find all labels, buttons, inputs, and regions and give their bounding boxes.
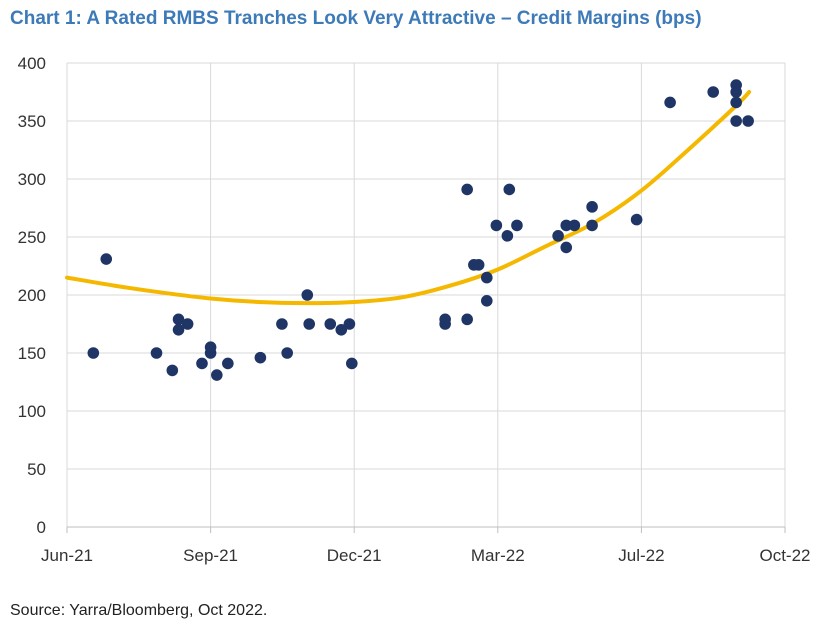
data-point: [480, 295, 493, 307]
data-point: [630, 213, 643, 226]
data-point: [461, 313, 473, 326]
data-point: [730, 115, 742, 127]
trendline-layer: [65, 90, 752, 306]
gridlines: [66, 62, 786, 527]
data-points: [87, 79, 754, 381]
x-tick-labels: Jun-21 Sep-21 Dec-21 Mar-22 Jul-22 Oct-22: [41, 546, 811, 565]
trendline: [65, 90, 752, 306]
data-point: [172, 313, 185, 326]
data-point: [222, 357, 234, 370]
y-tick-label: 250: [18, 228, 46, 247]
data-point: [303, 318, 316, 330]
data-point: [335, 324, 348, 336]
data-point: [276, 318, 288, 330]
y-tick-label: 350: [18, 112, 46, 131]
data-point: [211, 369, 223, 381]
data-point: [166, 364, 179, 377]
data-point: [324, 318, 337, 330]
x-tick-label: Dec-21: [327, 546, 382, 565]
x-tick-label: Mar-22: [471, 546, 525, 565]
data-point: [439, 313, 451, 326]
y-tick-label: 200: [18, 286, 46, 305]
x-tick-label: Oct-22: [759, 546, 810, 565]
data-point: [730, 86, 742, 98]
source-note: Source: Yarra/Bloomberg, Oct 2022.: [10, 602, 268, 619]
data-point: [560, 241, 573, 254]
data-point: [503, 183, 516, 196]
data-point: [181, 318, 194, 330]
data-point: [281, 347, 293, 359]
data-point: [742, 115, 754, 127]
x-tick-label: Jul-22: [618, 546, 664, 565]
data-point: [100, 253, 113, 265]
data-point: [472, 259, 485, 271]
data-point: [730, 96, 742, 109]
data-point: [301, 289, 314, 301]
data-point: [707, 86, 719, 98]
data-point: [480, 271, 493, 284]
y-tick-label: 100: [18, 402, 46, 421]
y-tick-label: 50: [27, 460, 46, 479]
data-point: [511, 219, 523, 232]
axes: [66, 526, 786, 533]
data-point: [172, 324, 185, 336]
data-point: [501, 230, 514, 242]
x-tick-label: Jun-21: [41, 546, 93, 565]
y-tick-label: 0: [37, 518, 46, 537]
data-point: [568, 219, 581, 232]
data-point: [346, 357, 358, 370]
y-tick-label: 300: [18, 170, 46, 189]
data-point: [343, 318, 356, 330]
data-point: [560, 219, 573, 232]
data-point: [586, 201, 598, 213]
chart-title: Chart 1: A Rated RMBS Tranches Look Very…: [10, 8, 702, 29]
x-tick-label: Sep-21: [183, 546, 238, 565]
data-point: [552, 230, 564, 242]
data-point: [664, 96, 676, 109]
data-point: [461, 183, 473, 196]
y-tick-label: 400: [18, 54, 46, 73]
data-point: [490, 219, 503, 232]
data-point: [586, 219, 598, 232]
data-point: [254, 351, 267, 364]
data-point: [87, 347, 100, 359]
y-tick-labels: 0 50 100 150 200 250 300 350 400: [18, 54, 46, 537]
y-tick-label: 150: [18, 344, 46, 363]
data-point: [196, 357, 208, 370]
data-point: [204, 341, 217, 354]
data-point: [150, 347, 163, 359]
